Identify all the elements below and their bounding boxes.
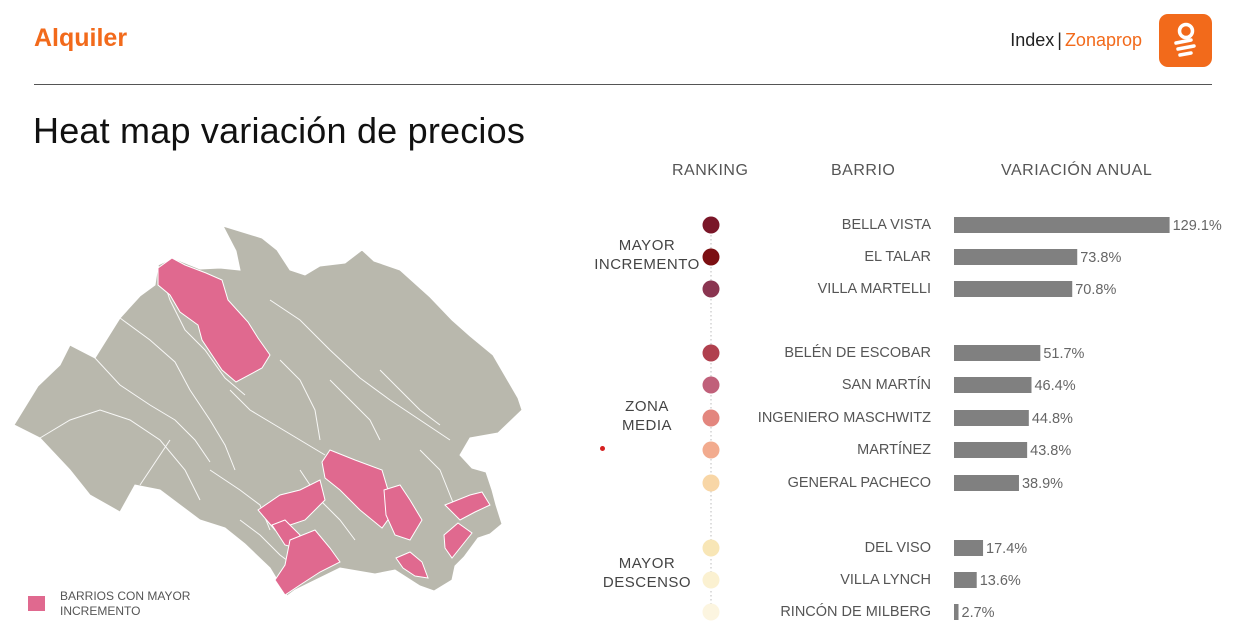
barrio-label: INGENIERO MASCHWITZ bbox=[758, 410, 931, 426]
rank-dot bbox=[702, 539, 720, 557]
index-brand: Index | Zonaprop bbox=[1010, 30, 1142, 51]
map-borders bbox=[39, 264, 461, 571]
variation-value-label: 73.8% bbox=[1080, 250, 1121, 266]
variation-value-label: 38.9% bbox=[1022, 476, 1063, 492]
legend-label: BARRIOS CON MAYOR INCREMENTO bbox=[60, 589, 191, 618]
variation-bar bbox=[954, 442, 1028, 458]
index-separator: | bbox=[1057, 30, 1062, 50]
variation-bar bbox=[954, 377, 1032, 393]
group-label-zona-media: ZONA MEDIA bbox=[592, 397, 702, 435]
rank-dot bbox=[702, 280, 720, 298]
column-header-barrio: BARRIO bbox=[831, 162, 896, 179]
variation-value-label: 17.4% bbox=[986, 541, 1027, 557]
page-title: Heat map variación de precios bbox=[33, 110, 526, 151]
barrio-label: GENERAL PACHECO bbox=[788, 475, 931, 491]
rank-dot bbox=[702, 409, 720, 427]
legend-swatch bbox=[28, 596, 45, 611]
group-label-mayor-incremento: MAYOR INCREMENTO bbox=[592, 236, 702, 274]
barrio-label: BELLA VISTA bbox=[842, 217, 932, 233]
variation-bar bbox=[954, 281, 1073, 297]
barrio-label: EL TALAR bbox=[864, 249, 931, 265]
variation-value-label: 43.8% bbox=[1030, 443, 1071, 459]
variation-bar bbox=[954, 217, 1170, 233]
variation-value-label: 13.6% bbox=[980, 573, 1021, 589]
barrio-label: BELÉN DE ESCOBAR bbox=[784, 344, 931, 361]
barrio-label: MARTÍNEZ bbox=[857, 441, 931, 458]
barrio-label: VILLA MARTELLI bbox=[818, 281, 931, 297]
group-label-line: MAYOR bbox=[618, 555, 676, 572]
group-label-mayor-descenso: MAYOR DESCENSO bbox=[592, 554, 702, 592]
index-label: Index bbox=[1010, 30, 1055, 50]
column-header-variation: VARIACIÓN ANUAL bbox=[1001, 162, 1153, 179]
group-label-line: MAYOR bbox=[618, 237, 676, 254]
variation-value-label: 129.1% bbox=[1173, 218, 1222, 234]
variation-bar bbox=[954, 410, 1029, 426]
rank-dot bbox=[702, 441, 720, 459]
barrio-label: DEL VISO bbox=[865, 540, 931, 556]
barrio-label: VILLA LYNCH bbox=[840, 572, 931, 588]
heat-map bbox=[13, 225, 523, 597]
rank-dot bbox=[702, 344, 720, 362]
group-label-line: ZONA bbox=[625, 398, 669, 415]
variation-bar bbox=[954, 604, 959, 620]
header-divider bbox=[34, 84, 1212, 85]
variation-value-label: 44.8% bbox=[1032, 411, 1073, 427]
variation-value-label: 70.8% bbox=[1075, 282, 1116, 298]
variation-bar bbox=[954, 572, 977, 588]
marker-dot bbox=[600, 446, 605, 451]
variation-value-label: 51.7% bbox=[1043, 346, 1084, 362]
rank-dot bbox=[702, 571, 720, 589]
variation-value-label: 46.4% bbox=[1034, 378, 1075, 394]
barrio-label: SAN MARTÍN bbox=[842, 376, 931, 393]
rank-dot bbox=[702, 603, 720, 621]
variation-bar bbox=[954, 249, 1078, 265]
group-label-line: INCREMENTO bbox=[594, 256, 700, 273]
rank-dot bbox=[702, 376, 720, 394]
brand-name: Zonaprop bbox=[1064, 30, 1142, 50]
variation-bar bbox=[954, 540, 984, 556]
rank-dot bbox=[702, 216, 720, 234]
rank-dot bbox=[702, 248, 720, 266]
group-label-line: DESCENSO bbox=[602, 574, 692, 591]
column-header-ranking: RANKING bbox=[672, 162, 749, 179]
highlighted-barrios bbox=[157, 257, 491, 596]
group-label-line: MEDIA bbox=[621, 417, 672, 434]
zonaprop-logo-icon[interactable] bbox=[1159, 14, 1212, 67]
section-title: Alquiler bbox=[34, 24, 128, 52]
variation-value-label: 2.7% bbox=[962, 605, 995, 621]
variation-bar bbox=[954, 475, 1019, 491]
rank-dot bbox=[702, 474, 720, 492]
barrio-label: RINCÓN DE MILBERG bbox=[780, 603, 931, 620]
variation-bar bbox=[954, 345, 1041, 361]
